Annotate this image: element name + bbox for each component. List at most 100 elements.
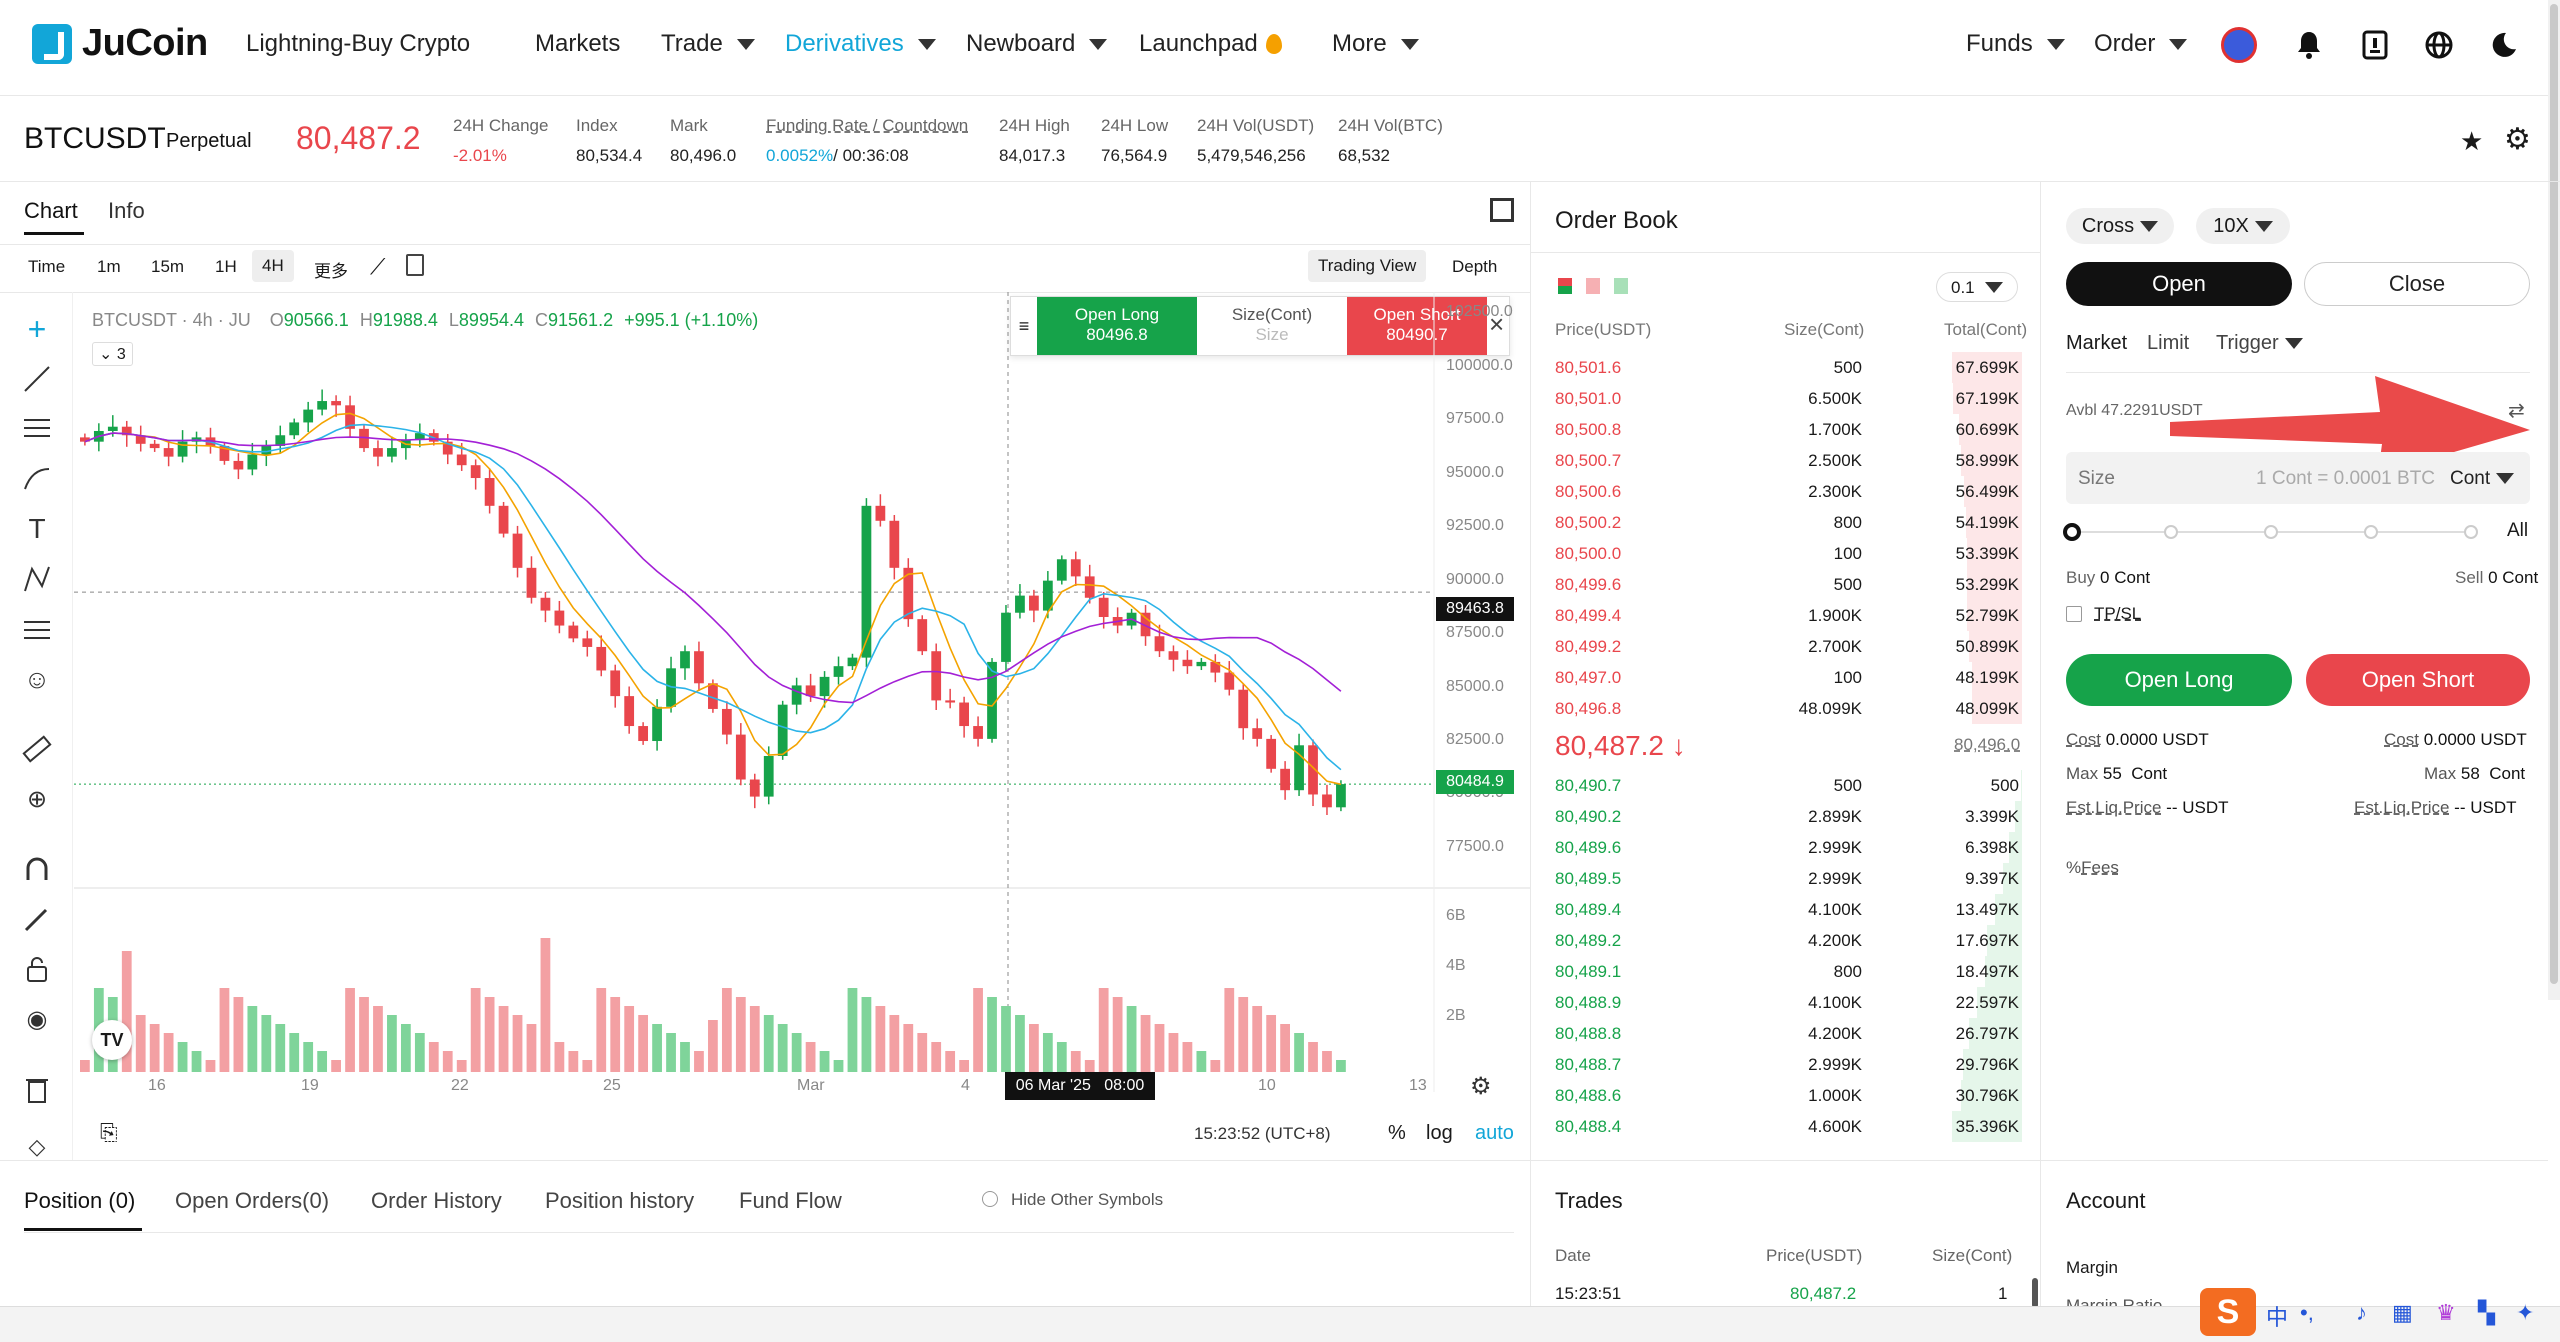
settings-gear-icon[interactable]: ⚙ [2504, 123, 2531, 156]
bid-row[interactable]: 80,488.6 1.000K 30.796K [1552, 1080, 2022, 1111]
trades-scrollbar[interactable] [2032, 1278, 2038, 1308]
nav-launchpad[interactable]: Launchpad [1139, 30, 1282, 58]
chart-settings-icon[interactable]: ⚙ [1470, 1073, 1492, 1100]
bid-row[interactable]: 80,489.1 800 18.497K [1552, 956, 2022, 987]
bid-row[interactable]: 80,490.7 500 500 [1552, 770, 2022, 801]
eraser-icon[interactable]: ◇ [28, 1134, 46, 1159]
fullscreen-icon[interactable] [1490, 198, 1514, 222]
skin-icon[interactable]: ♛ [2436, 1300, 2456, 1325]
avatar[interactable] [2220, 26, 2258, 64]
close-tab-button[interactable]: Close [2304, 262, 2530, 306]
magnet-icon[interactable] [20, 852, 54, 886]
ask-row[interactable]: 80,500.6 2.300K 56.499K [1552, 476, 2022, 507]
prediction-icon[interactable] [20, 612, 54, 646]
quick-size-input[interactable]: Size(Cont) Size [1231, 305, 1313, 344]
open-tab-button[interactable]: Open [2066, 262, 2292, 306]
stat-label[interactable]: Funding Rate / Countdown [766, 116, 969, 135]
input-method-icon[interactable]: S [2200, 1288, 2256, 1336]
unit-select[interactable]: Cont [2450, 468, 2515, 490]
candlestick-chart[interactable] [74, 292, 1530, 1160]
logo[interactable]: JuCoin [32, 22, 208, 65]
bid-row[interactable]: 80,489.4 4.100K 13.497K [1552, 894, 2022, 925]
quick-open-short[interactable]: Open Short 80490.7 [1347, 297, 1487, 355]
quick-open-long[interactable]: Open Long 80496.8 [1037, 297, 1197, 355]
ruler-icon[interactable] [20, 732, 54, 766]
nav-derivatives[interactable]: Derivatives [785, 30, 936, 58]
fees-link[interactable]: %Fees [2066, 858, 2119, 877]
depth-toggle[interactable]: Depth [1452, 257, 1498, 276]
interval-time[interactable]: Time [28, 257, 66, 276]
transfer-icon[interactable]: ⇄ [2508, 400, 2525, 422]
bid-row[interactable]: 80,489.2 4.200K 17.697K [1552, 925, 2022, 956]
ime-chinese-icon[interactable]: 中 [2266, 1305, 2289, 1330]
bid-row[interactable]: 80,488.7 2.999K 29.796K [1552, 1049, 2022, 1080]
bid-row[interactable]: 80,488.4 4.600K 35.396K [1552, 1111, 2022, 1142]
tpsl-checkbox[interactable] [2066, 606, 2082, 622]
crosshair-icon[interactable]: + [27, 310, 47, 347]
template-icon[interactable] [406, 254, 424, 276]
ask-row[interactable]: 80,499.4 1.900K 52.799K [1552, 600, 2022, 631]
tab-chart[interactable]: Chart [24, 198, 78, 223]
pattern-icon[interactable] [20, 562, 54, 596]
indicator-icon[interactable]: ⟋ [370, 254, 386, 279]
zoom-icon[interactable]: ⊕ [26, 785, 48, 813]
interval-4h-selected[interactable]: 4H [252, 250, 294, 282]
leverage-select[interactable]: 10X [2196, 208, 2290, 244]
microphone-icon[interactable]: ♪ [2356, 1300, 2367, 1325]
interval-1m[interactable]: 1m [97, 257, 121, 276]
order-type-trigger[interactable]: Trigger [2216, 332, 2303, 355]
star-icon[interactable]: ★ [2460, 126, 2484, 156]
tab-fund-flow[interactable]: Fund Flow [739, 1188, 842, 1213]
close-icon[interactable]: × [1489, 309, 1505, 339]
lock-pencil-icon[interactable] [20, 902, 54, 936]
log-scale-toggle[interactable]: log [1426, 1122, 1453, 1144]
ask-row[interactable]: 80,500.0 100 53.399K [1552, 538, 2022, 569]
trash-icon[interactable] [20, 1072, 54, 1106]
nav-more[interactable]: More [1332, 30, 1419, 58]
tab-info[interactable]: Info [108, 198, 145, 223]
nav-order[interactable]: Order [2094, 30, 2188, 58]
text-tool-icon[interactable]: T [28, 513, 46, 544]
percent-scale-toggle[interactable]: % [1388, 1122, 1406, 1144]
brush-icon[interactable] [20, 462, 54, 496]
tab-open-orders[interactable]: Open Orders(0) [175, 1188, 330, 1213]
ime-punct-icon[interactable]: •, [2300, 1300, 2314, 1325]
apps-grid-icon[interactable]: ▚ [2478, 1300, 2495, 1325]
dark-mode-icon[interactable] [2484, 26, 2522, 64]
order-type-limit[interactable]: Limit [2147, 332, 2190, 354]
size-input[interactable]: Size 1 Cont = 0.0001 BTC Cont [2066, 452, 2530, 504]
bid-row[interactable]: 80,490.2 2.899K 3.399K [1552, 801, 2022, 832]
symbol-name[interactable]: BTCUSDT [24, 122, 166, 155]
tools-icon[interactable]: ✦ [2516, 1300, 2535, 1325]
drag-handle-icon[interactable]: ≡ [1018, 315, 1030, 336]
nav-newboard[interactable]: Newboard [966, 30, 1108, 58]
margin-mode-select[interactable]: Cross [2066, 208, 2174, 244]
nav-lightning-buy[interactable]: Lightning-Buy Crypto [246, 30, 471, 57]
trading-view-toggle[interactable]: Trading View [1308, 250, 1427, 282]
interval-15m[interactable]: 15m [151, 257, 185, 276]
size-slider-handle[interactable] [2063, 523, 2081, 541]
nav-markets[interactable]: Markets [535, 30, 621, 57]
ask-row[interactable]: 80,501.0 6.500K 67.199K [1552, 383, 2022, 414]
keyboard-icon[interactable]: ▦ [2392, 1300, 2413, 1325]
auto-scale-toggle[interactable]: auto [1475, 1122, 1514, 1144]
interval-more[interactable]: 更多 [314, 262, 348, 281]
fib-lines-icon[interactable] [20, 412, 54, 446]
ask-row[interactable]: 80,501.6 500 67.699K [1552, 352, 2022, 383]
ask-row[interactable]: 80,500.2 800 54.199K [1552, 507, 2022, 538]
tradingview-logo-icon[interactable]: TV [92, 1020, 132, 1060]
trendline-icon[interactable] [20, 362, 54, 396]
ask-row[interactable]: 80,496.8 48.099K 48.099K [1552, 693, 2022, 724]
tab-order-history[interactable]: Order History [371, 1188, 502, 1213]
bid-row[interactable]: 80,489.6 2.999K 6.398K [1552, 832, 2022, 863]
nav-funds[interactable]: Funds [1966, 30, 2065, 58]
order-type-market[interactable]: Market [2066, 332, 2128, 354]
bids-view-icon[interactable] [1614, 278, 1628, 294]
lock-icon[interactable] [20, 952, 54, 986]
eye-icon[interactable]: ◉ [26, 1005, 48, 1033]
asks-view-icon[interactable] [1586, 278, 1600, 294]
ask-row[interactable]: 80,499.2 2.700K 50.899K [1552, 631, 2022, 662]
emoji-icon[interactable]: ☺ [23, 663, 51, 694]
both-sides-view-icon[interactable] [1558, 278, 1572, 294]
calendar-icon[interactable]: ⎘ [100, 1120, 118, 1145]
